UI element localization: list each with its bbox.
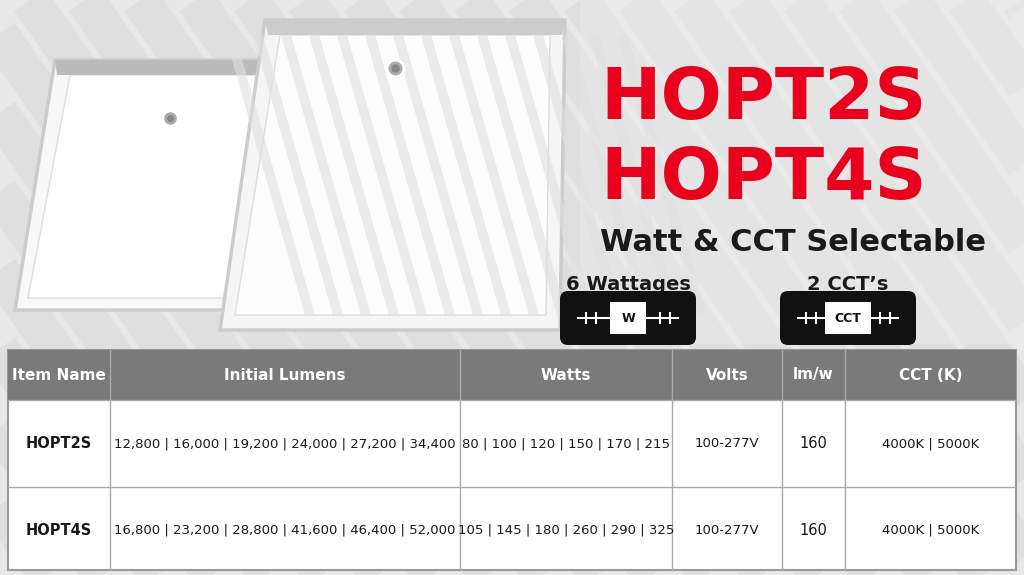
Text: HOPT2S: HOPT2S <box>600 65 927 134</box>
Text: 80 | 100 | 120 | 150 | 170 | 215: 80 | 100 | 120 | 150 | 170 | 215 <box>462 437 670 450</box>
Text: 2 CCT’s: 2 CCT’s <box>807 275 889 294</box>
FancyBboxPatch shape <box>560 291 696 345</box>
Text: Volts: Volts <box>706 367 749 382</box>
Polygon shape <box>220 20 565 330</box>
Text: Watt & CCT Selectable: Watt & CCT Selectable <box>600 228 986 257</box>
Polygon shape <box>234 35 550 315</box>
Text: 6 Wattages: 6 Wattages <box>565 275 690 294</box>
Polygon shape <box>265 20 565 35</box>
Text: Initial Lumens: Initial Lumens <box>224 367 346 382</box>
Text: 16,800 | 23,200 | 28,800 | 41,600 | 46,400 | 52,000: 16,800 | 23,200 | 28,800 | 41,600 | 46,4… <box>115 524 456 537</box>
Text: HOPT2S: HOPT2S <box>26 436 92 451</box>
Text: 100-277V: 100-277V <box>694 524 760 537</box>
Text: 4000K | 5000K: 4000K | 5000K <box>882 524 979 537</box>
Text: 105 | 145 | 180 | 260 | 290 | 325: 105 | 145 | 180 | 260 | 290 | 325 <box>458 524 674 537</box>
FancyBboxPatch shape <box>610 302 646 334</box>
Text: 160: 160 <box>800 523 827 538</box>
Bar <box>8 350 1016 570</box>
Polygon shape <box>28 75 295 298</box>
Text: W: W <box>622 312 635 324</box>
Text: CCT (K): CCT (K) <box>899 367 963 382</box>
FancyBboxPatch shape <box>780 291 916 345</box>
Text: 160: 160 <box>800 436 827 451</box>
Bar <box>8 350 1016 400</box>
Text: 12,800 | 16,000 | 19,200 | 24,000 | 27,200 | 34,400: 12,800 | 16,000 | 19,200 | 24,000 | 27,2… <box>115 437 456 450</box>
Text: 100-277V: 100-277V <box>694 437 760 450</box>
Text: HOPT4S: HOPT4S <box>600 145 927 214</box>
Text: lm/w: lm/w <box>794 367 834 382</box>
Bar <box>580 0 1024 345</box>
Text: CCT: CCT <box>835 312 861 324</box>
Text: HOPT4S: HOPT4S <box>26 523 92 538</box>
FancyBboxPatch shape <box>825 302 871 334</box>
Text: 4000K | 5000K: 4000K | 5000K <box>882 437 979 450</box>
Text: Watts: Watts <box>541 367 591 382</box>
Polygon shape <box>55 60 310 75</box>
Polygon shape <box>15 60 310 310</box>
Text: Item Name: Item Name <box>12 367 105 382</box>
